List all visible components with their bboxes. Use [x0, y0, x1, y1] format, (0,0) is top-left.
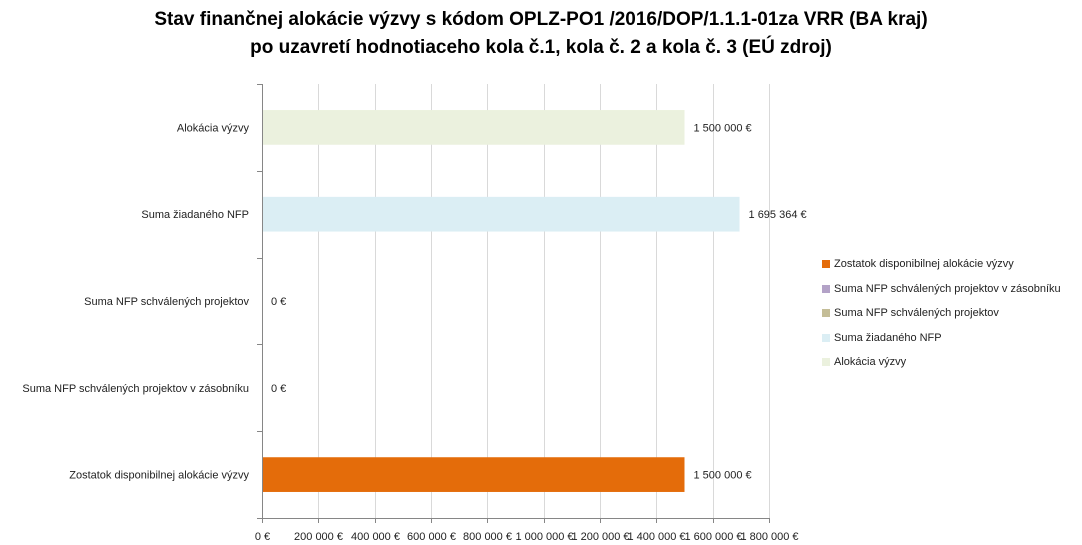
data-label: 0 € [271, 383, 286, 395]
legend-label: Suma žiadaného NFP [834, 331, 942, 344]
chart-legend: Zostatok disponibilnej alokácie výzvy Sum… [822, 252, 1061, 375]
legend-swatch [822, 358, 830, 367]
x-tick-label: 200 000 € [294, 531, 343, 543]
x-tick-label: 1 000 000 € [515, 531, 573, 543]
legend-label: Zostatok disponibilnej alokácie výzvy [834, 258, 1014, 271]
bar [263, 196, 740, 232]
x-tick-label: 600 000 € [407, 531, 456, 543]
chart-title-line2: po uzavretí hodnotiaceho kola č.1, kola … [250, 37, 832, 58]
category-label: Suma NFP schválených projektov [84, 296, 249, 308]
legend-swatch [822, 260, 830, 269]
legend-swatch [822, 309, 830, 318]
x-tick-label: 1 400 000 € [627, 531, 685, 543]
category-label: Suma žiadaného NFP [141, 209, 249, 221]
category-label: Suma NFP schválených projektov v zásobní… [22, 383, 249, 395]
data-label: 1 500 000 € [694, 122, 752, 134]
legend-swatch [822, 284, 830, 293]
bar [263, 457, 685, 492]
legend-item: Zostatok disponibilnej alokácie výzvy [822, 252, 1061, 277]
bar [263, 110, 685, 145]
legend-label: Alokácia výzvy [834, 356, 907, 369]
x-tick-label: 1 600 000 € [684, 531, 742, 543]
legend-label: Suma NFP schválených projektov [834, 307, 999, 320]
x-tick-label: 0 € [255, 531, 270, 543]
legend-item: Suma NFP schválených projektov v zásobní… [822, 277, 1061, 302]
legend-item: Suma žiadaného NFP [822, 326, 1061, 351]
category-label: Zostatok disponibilnej alokácie výzvy [69, 470, 249, 482]
legend-label: Suma NFP schválených projektov v zásobní… [834, 282, 1061, 295]
x-tick-label: 800 000 € [463, 531, 512, 543]
data-label: 1 695 364 € [749, 209, 807, 221]
x-tick-label: 1 800 000 € [740, 531, 798, 543]
data-label: 1 500 000 € [694, 470, 752, 482]
x-tick-label: 1 200 000 € [571, 531, 629, 543]
category-label: Alokácia výzvy [177, 122, 250, 134]
legend-item: Alokácia výzvy [822, 350, 1061, 375]
data-label: 0 € [271, 296, 286, 308]
chart-title-line1: Stav finančnej alokácie výzvy s kódom OP… [154, 9, 928, 30]
x-tick-label: 400 000 € [351, 531, 400, 543]
legend-swatch [822, 333, 830, 342]
legend-item: Suma NFP schválených projektov [822, 301, 1061, 326]
